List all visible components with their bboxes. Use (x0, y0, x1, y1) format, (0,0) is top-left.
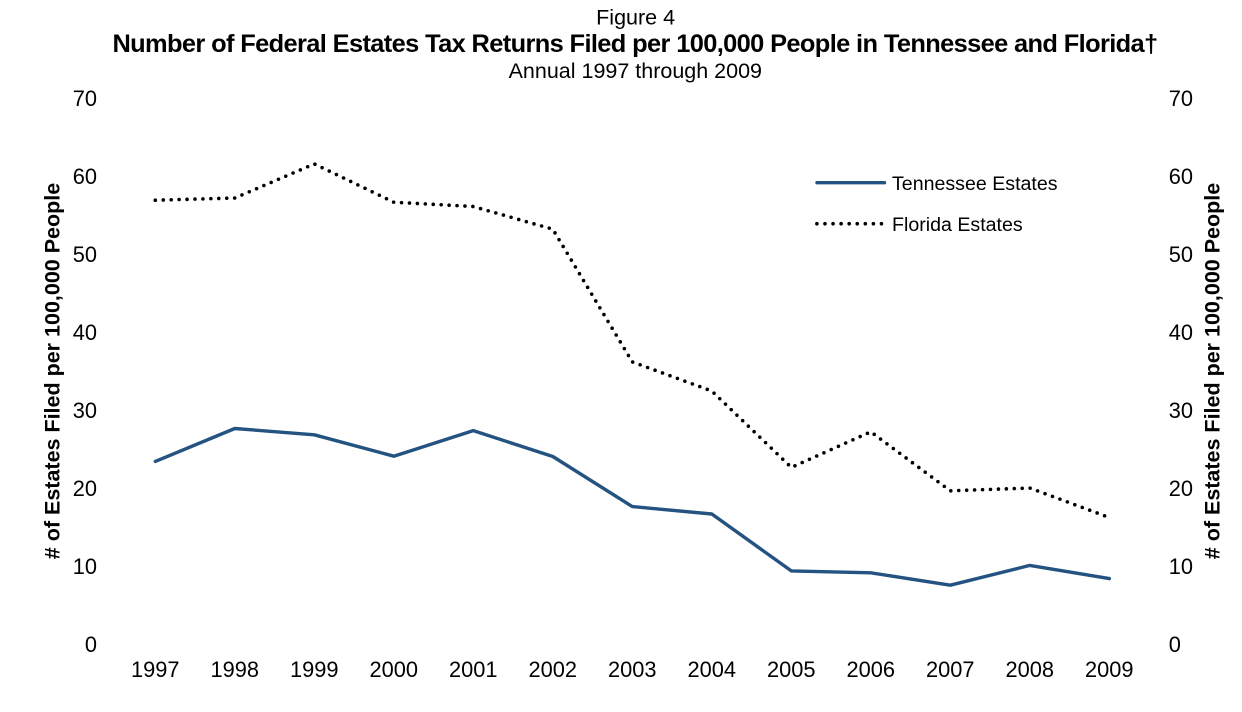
svg-text:10: 10 (73, 554, 97, 579)
svg-text:50: 50 (73, 242, 97, 267)
svg-text:2007: 2007 (926, 657, 975, 682)
svg-text:50: 50 (1169, 242, 1193, 267)
svg-text:2006: 2006 (847, 657, 896, 682)
svg-text:2003: 2003 (608, 657, 657, 682)
svg-text:Tennessee Estates: Tennessee Estates (892, 173, 1058, 195)
svg-text:10: 10 (1169, 554, 1193, 579)
svg-text:40: 40 (1169, 320, 1193, 345)
svg-text:30: 30 (1169, 398, 1193, 423)
svg-text:2008: 2008 (1006, 657, 1055, 682)
svg-text:1998: 1998 (211, 657, 260, 682)
svg-text:70: 70 (1169, 86, 1193, 111)
svg-text:# of Estates Filed per 100,000: # of Estates Filed per 100,000 People (40, 183, 64, 559)
svg-text:2005: 2005 (767, 657, 816, 682)
svg-text:Number of Federal Estates Tax: Number of Federal Estates Tax Returns Fi… (112, 30, 1157, 58)
svg-text:60: 60 (73, 164, 97, 189)
svg-text:2001: 2001 (449, 657, 498, 682)
svg-text:2000: 2000 (370, 657, 419, 682)
svg-text:20: 20 (1169, 476, 1193, 501)
svg-text:Annual 1997 through 2009: Annual 1997 through 2009 (509, 59, 762, 83)
svg-text:70: 70 (73, 86, 97, 111)
svg-text:1997: 1997 (131, 657, 180, 682)
svg-text:2002: 2002 (529, 657, 578, 682)
svg-text:# of Estates Filed per 100,000: # of Estates Filed per 100,000 People (1200, 183, 1224, 559)
svg-text:40: 40 (73, 320, 97, 345)
svg-text:60: 60 (1169, 164, 1193, 189)
svg-text:1999: 1999 (290, 657, 339, 682)
svg-text:Florida Estates: Florida Estates (892, 214, 1023, 236)
svg-text:0: 0 (85, 632, 97, 657)
svg-text:2009: 2009 (1085, 657, 1134, 682)
svg-text:2004: 2004 (688, 657, 737, 682)
svg-text:30: 30 (73, 398, 97, 423)
svg-text:Figure 4: Figure 4 (596, 6, 675, 30)
svg-text:0: 0 (1169, 632, 1181, 657)
svg-text:20: 20 (73, 476, 97, 501)
